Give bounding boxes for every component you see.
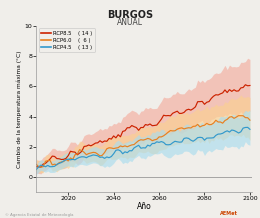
Y-axis label: Cambio de la temperatura máxima (°C): Cambio de la temperatura máxima (°C) [16, 50, 22, 168]
Text: BURGOS: BURGOS [107, 10, 153, 20]
Text: © Agencia Estatal de Meteorología: © Agencia Estatal de Meteorología [5, 213, 74, 217]
Text: ANUAL: ANUAL [117, 18, 143, 27]
X-axis label: Año: Año [137, 202, 152, 211]
Legend: RCP8.5    ( 14 ), RCP6.0    (  6 ), RCP4.5    ( 13 ): RCP8.5 ( 14 ), RCP6.0 ( 6 ), RCP4.5 ( 13… [38, 28, 95, 52]
Text: AEMet: AEMet [220, 211, 238, 216]
